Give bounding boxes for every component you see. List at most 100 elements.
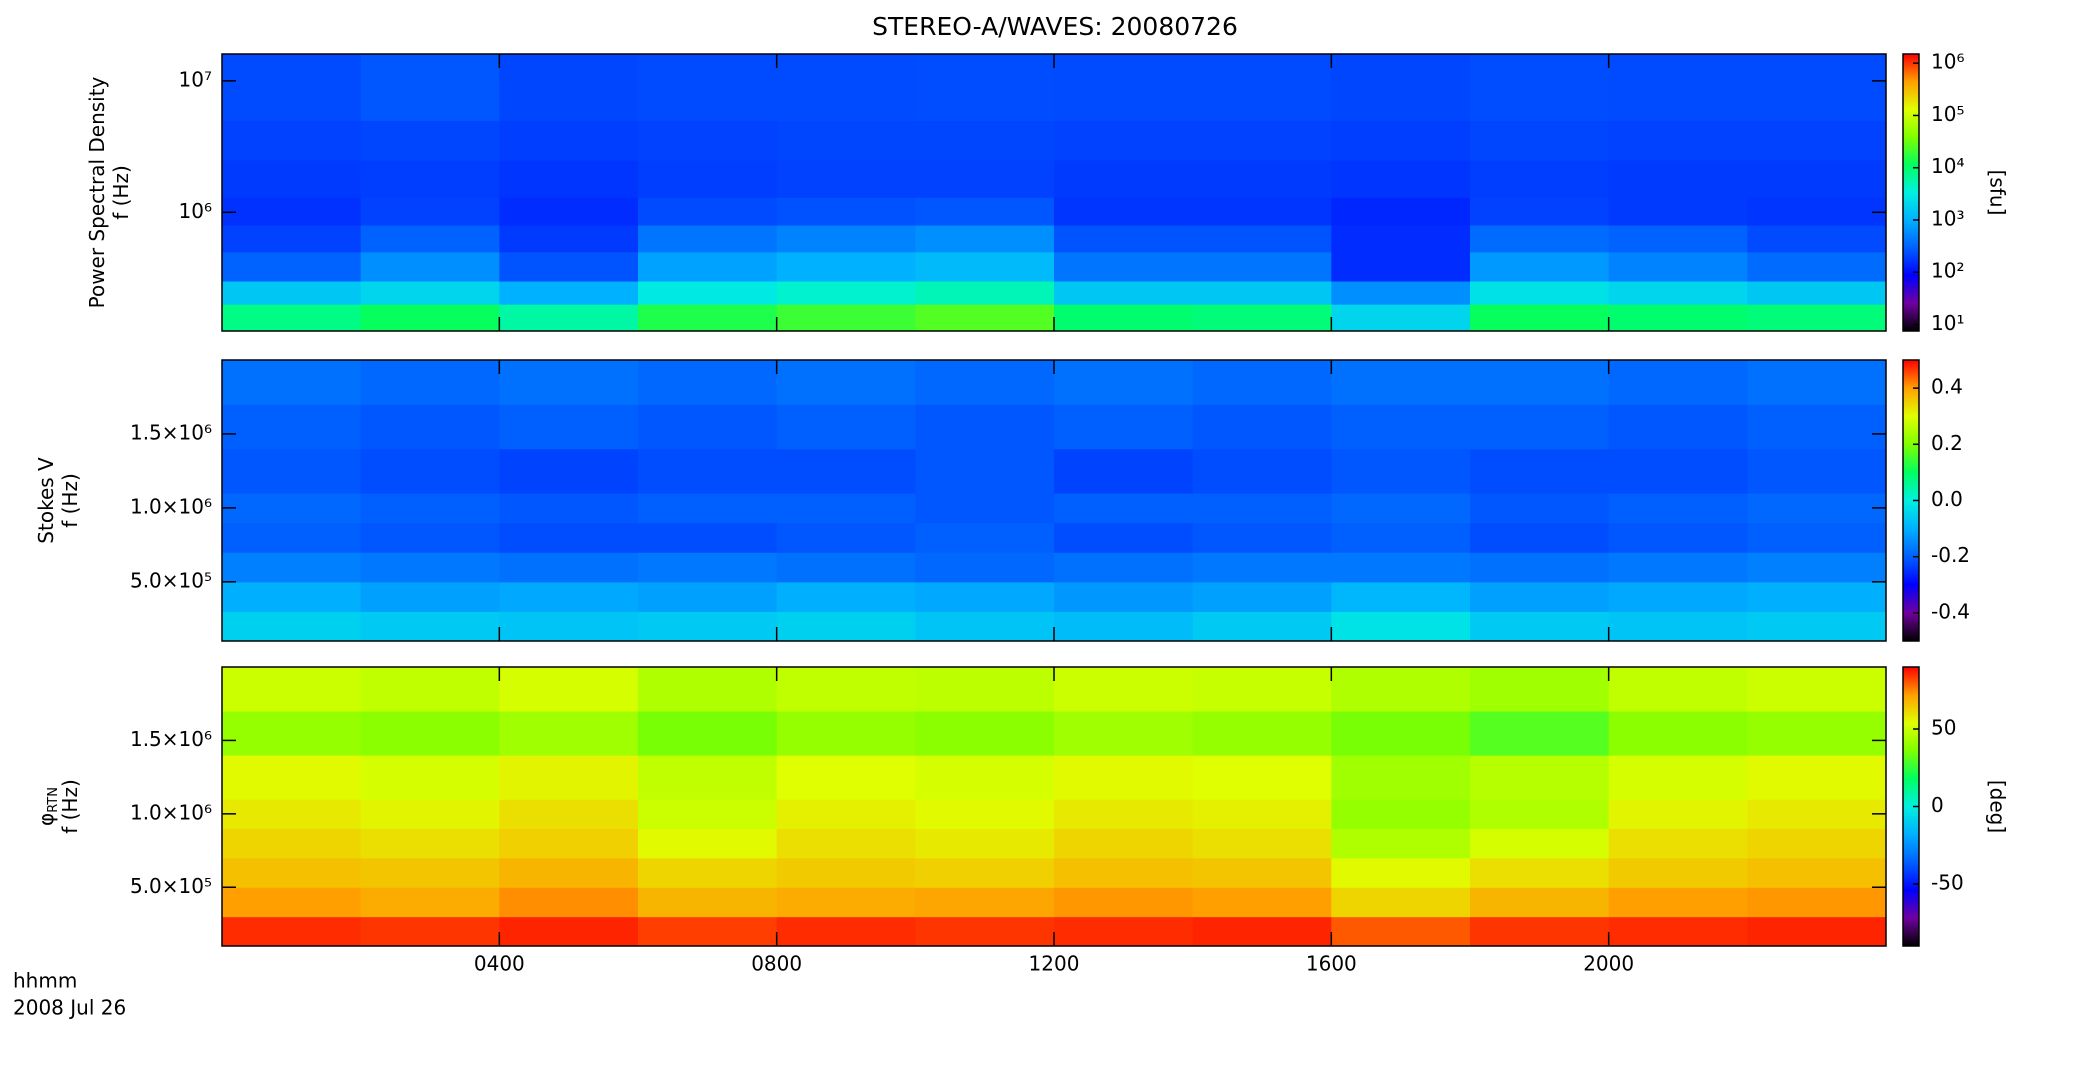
heatmap-cell: [1608, 448, 1748, 494]
heatmap-cell: [915, 360, 1055, 405]
heatmap-cell: [1192, 857, 1332, 888]
heatmap-cell: [638, 828, 778, 859]
heatmap-cell: [1608, 667, 1748, 712]
y-axis-label: φRTN: [34, 787, 61, 826]
heatmap-cell: [1054, 281, 1194, 305]
heatmap-cell: [499, 225, 639, 253]
heatmap-cell: [1608, 251, 1748, 282]
heatmap-cell: [1331, 916, 1471, 947]
heatmap-cell: [360, 120, 500, 161]
heatmap-cell: [1608, 581, 1748, 612]
heatmap-cell: [1192, 581, 1332, 612]
heatmap-cell: [499, 799, 639, 830]
heatmap-cell: [915, 304, 1055, 332]
heatmap-cell: [1054, 799, 1194, 830]
heatmap-cell: [1470, 360, 1610, 405]
heatmap-cell: [1054, 493, 1194, 524]
heatmap-cell: [776, 581, 916, 612]
heatmap-cell: [638, 799, 778, 830]
heatmap-cell: [638, 251, 778, 282]
heatmap-cell: [915, 916, 1055, 947]
x-tick-label: 1200: [1029, 952, 1080, 976]
heatmap-cell: [222, 360, 362, 405]
heatmap-cell: [1192, 197, 1332, 226]
heatmap-cell: [1331, 281, 1471, 305]
heatmap-cell: [360, 522, 500, 553]
heatmap-cell: [1192, 916, 1332, 947]
heatmap-cell: [222, 552, 362, 583]
colorbar-tick-label: 0: [1931, 793, 1944, 817]
heatmap-cell: [1331, 251, 1471, 282]
heatmap-cell: [360, 711, 500, 756]
heatmap-cell: [638, 120, 778, 161]
y-axis-label-text: Power Spectral Density: [85, 76, 109, 308]
heatmap-cell: [1054, 404, 1194, 450]
heatmap-cell: [1608, 611, 1748, 642]
heatmap-cell: [1192, 448, 1332, 494]
heatmap-cell: [360, 304, 500, 332]
y-tick-label: 1.0×10⁶: [130, 494, 212, 518]
heatmap-cell: [776, 360, 916, 405]
heatmap-cell: [222, 711, 362, 756]
figure-title: STEREO-A/WAVES: 20080726: [872, 12, 1238, 41]
x-tick-label: 2000: [1583, 952, 1634, 976]
heatmap-cell: [1747, 522, 1887, 553]
heatmap-cell: [638, 281, 778, 305]
y-axis-label: f (Hz): [109, 165, 133, 220]
heatmap-cell: [360, 225, 500, 253]
heatmap-cell: [499, 916, 639, 947]
heatmap-cell: [222, 225, 362, 253]
heatmap-cell: [1747, 552, 1887, 583]
colorbar-tick-label: -50: [1931, 871, 1964, 895]
heatmap-cell: [360, 857, 500, 888]
heatmap-cell: [360, 552, 500, 583]
heatmap-cell: [1470, 225, 1610, 253]
y-tick-label: 1.0×10⁶: [130, 800, 212, 824]
heatmap-cell: [1054, 711, 1194, 756]
heatmap-cell: [1470, 197, 1610, 226]
heatmap-cell: [360, 916, 500, 947]
heatmap-cell: [222, 493, 362, 524]
heatmap-cell: [1331, 522, 1471, 553]
heatmap-cell: [915, 54, 1055, 121]
heatmap-cell: [776, 857, 916, 888]
heatmap-cell: [360, 799, 500, 830]
heatmap-cell: [222, 281, 362, 305]
heatmap-cell: [1331, 857, 1471, 888]
heatmap-cell: [222, 304, 362, 332]
heatmap-cell: [1331, 667, 1471, 712]
heatmap-cell: [915, 857, 1055, 888]
y-axis-label-text: φ: [34, 813, 58, 826]
heatmap-cell: [638, 404, 778, 450]
heatmap-cell: [360, 667, 500, 712]
heatmap-cell: [1608, 120, 1748, 161]
heatmap-cell: [776, 887, 916, 918]
heatmap-cell: [360, 159, 500, 198]
heatmap-cell: [638, 304, 778, 332]
heatmap-cell: [1331, 711, 1471, 756]
heatmap-cell: [1054, 54, 1194, 121]
colorbar-tick-label: 0.0: [1931, 487, 1963, 511]
heatmap-cell: [638, 159, 778, 198]
heatmap-cell: [360, 887, 500, 918]
heatmap-cell: [776, 493, 916, 524]
heatmap-cell: [1470, 251, 1610, 282]
heatmap-cell: [776, 281, 916, 305]
heatmap-cell: [915, 711, 1055, 756]
heatmap-cell: [1608, 493, 1748, 524]
heatmap-cell: [1192, 281, 1332, 305]
heatmap-cell: [1192, 493, 1332, 524]
heatmap-cell: [499, 404, 639, 450]
heatmap-cell: [360, 448, 500, 494]
heatmap-cell: [1192, 304, 1332, 332]
heatmap-cell: [1747, 404, 1887, 450]
heatmap-cell: [499, 281, 639, 305]
heatmap-cell: [915, 251, 1055, 282]
heatmap-cell: [776, 828, 916, 859]
heatmap-cell: [499, 887, 639, 918]
heatmap-cell: [1747, 304, 1887, 332]
heatmap-cell: [1192, 404, 1332, 450]
heatmap-cell: [638, 54, 778, 121]
y-axis-label-text: f (Hz): [58, 473, 82, 528]
